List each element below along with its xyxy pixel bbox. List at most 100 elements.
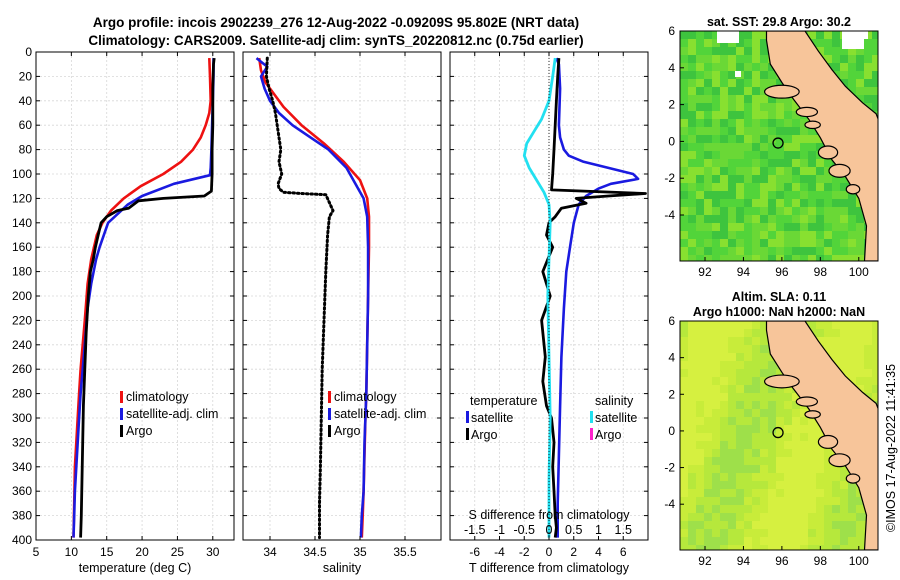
map-cell [736,159,744,167]
map-cell [776,457,784,465]
map-cell [736,345,744,353]
map-cell [864,353,872,361]
map-cell [704,119,712,127]
island [804,410,821,419]
map-cell [720,183,728,191]
map-cell [680,111,688,119]
map-cell [696,353,704,361]
map-cell [768,223,776,231]
map-cell [712,119,720,127]
s-tick-label: -1 [494,523,505,537]
map-cell [848,223,856,231]
map-cell [832,223,840,231]
map-cell [808,433,816,441]
map-cell [688,255,696,261]
map-cell [856,215,864,223]
map-cell [848,191,856,199]
map-cell [680,71,688,79]
map-cell [696,247,704,255]
map-cell [728,529,736,537]
map-cell [872,385,878,393]
map-cell [872,95,878,103]
map-cell [824,183,832,191]
map-cell [712,401,720,409]
map-cell [736,409,744,417]
map-cell [792,529,800,537]
map-cell [824,207,832,215]
map-cell [808,207,816,215]
map-cell [816,497,824,505]
map-cell [832,489,840,497]
map-y-tick-label: 4 [668,61,675,75]
map-cell [864,47,872,55]
map-cell [816,159,824,167]
map-cell [744,545,752,550]
map-cell [728,393,736,401]
map-cell [840,63,848,71]
map-cell [872,393,878,401]
map-cell [688,111,696,119]
map-cell [704,95,712,103]
map-cell [696,31,704,39]
map-cell [704,247,712,255]
map-cell [792,223,800,231]
map-y-tick-label: -4 [664,208,675,222]
map-cell [728,329,736,337]
map-cell [704,231,712,239]
map-cell [720,489,728,497]
map-cell [712,521,720,529]
y-tick-label: 380 [12,509,32,523]
map-cell [712,465,720,473]
map-cell [760,337,768,345]
map-cell [792,521,800,529]
map-cell [744,505,752,513]
map-cell [840,337,848,345]
map-cell [712,441,720,449]
map-cell [840,329,848,337]
map-cell [712,425,720,433]
map-cell [824,545,832,550]
map-cell [704,529,712,537]
map-cell [816,425,824,433]
y-tick-label: 280 [12,387,32,401]
map-cell [808,417,816,425]
map-cell [800,135,808,143]
map-cell [696,199,704,207]
map-cell [728,521,736,529]
map-cell [728,473,736,481]
map-cell [680,255,688,261]
map-cell [696,345,704,353]
map-cell [688,521,696,529]
map-cell [736,127,744,135]
map-cell [720,71,728,79]
map-cell [848,545,856,550]
map-cell [688,425,696,433]
map-cell [816,239,824,247]
map-cell [832,55,840,63]
map-cell [808,505,816,513]
map-cell [696,417,704,425]
map-cell [856,321,864,329]
map-cell [712,231,720,239]
map-cell [792,489,800,497]
map-cell [784,103,792,111]
map-cell [680,513,688,521]
map-cell [736,87,744,95]
map-cell [736,393,744,401]
map-cell [800,231,808,239]
map-cell [736,449,744,457]
map-cell [752,135,760,143]
map-cell [696,545,704,550]
map-cell [696,321,704,329]
map-cell [752,103,760,111]
map-cell [784,231,792,239]
figure-title-line1: Argo profile: incois 2902239_276 12-Aug-… [93,15,579,30]
map-cell [808,481,816,489]
map-cell [824,55,832,63]
map-cell [760,119,768,127]
map-cell [800,505,808,513]
map-cell [680,361,688,369]
map-cell [704,433,712,441]
map-cell [864,321,872,329]
legend-swatch [120,425,123,437]
